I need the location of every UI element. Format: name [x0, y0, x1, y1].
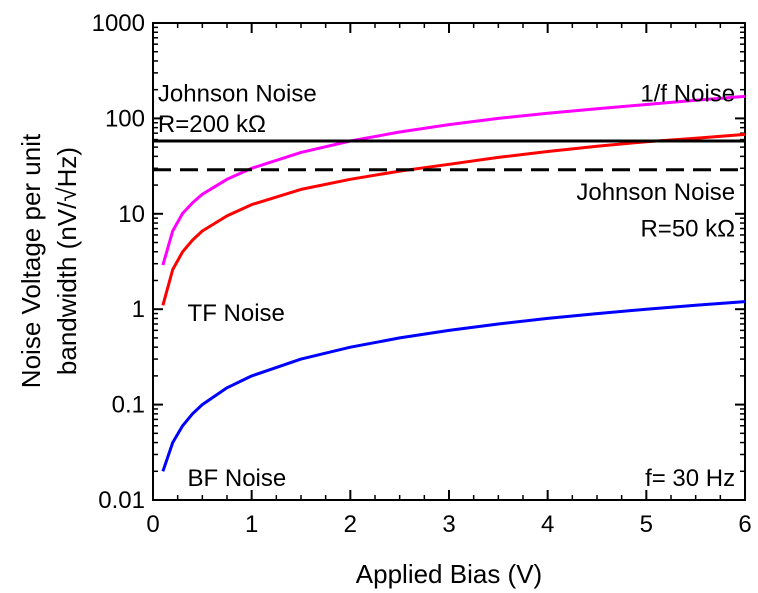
- y-axis-label-line-2: bandwidth (nV/√Hz): [52, 147, 82, 375]
- label-johnson-50k-2: R=50 kΩ: [640, 215, 735, 242]
- x-tick-label: 1: [245, 511, 258, 538]
- label-one-over-f: 1/f Noise: [640, 81, 735, 108]
- y-tick-label: 100: [105, 105, 145, 132]
- x-tick-label: 0: [146, 511, 159, 538]
- label-frequency: f= 30 Hz: [645, 465, 735, 492]
- y-tick-label: 0.1: [112, 392, 145, 419]
- series-tf-line: [161, 132, 746, 306]
- label-bf: BF Noise: [188, 465, 287, 492]
- label-johnson-200k-1: Johnson Noise: [158, 81, 317, 108]
- label-johnson-200k-2: R=200 kΩ: [158, 111, 266, 138]
- x-tick-label: 3: [442, 511, 455, 538]
- x-tick-label: 4: [541, 511, 554, 538]
- y-axis-label-line-1: Noise Voltage per unit: [16, 133, 46, 388]
- series-bf-line: [161, 300, 746, 472]
- x-tick-label: 6: [738, 511, 751, 538]
- y-tick-label: 1000: [92, 10, 145, 37]
- y-tick-label: 1: [132, 296, 145, 323]
- plot-area: Johnson Noise R=200 kΩ 1/f Noise Johnson No…: [152, 22, 746, 501]
- x-tick-label: 5: [640, 511, 653, 538]
- tick-labels: 0 1 2 3 4 5 6 0.01 0.1 1 10 100 1000: [92, 10, 752, 538]
- x-tick-label: 2: [344, 511, 357, 538]
- label-tf: TF Noise: [188, 300, 285, 327]
- y-tick-label: 0.01: [98, 487, 145, 514]
- annotation-labels: Johnson Noise R=200 kΩ 1/f Noise Johnson No…: [158, 81, 735, 492]
- y-tick-label: 10: [118, 201, 145, 228]
- x-axis-label: Applied Bias (V): [356, 559, 542, 589]
- series-lines: [153, 94, 746, 472]
- label-johnson-50k-1: Johnson Noise: [576, 179, 735, 206]
